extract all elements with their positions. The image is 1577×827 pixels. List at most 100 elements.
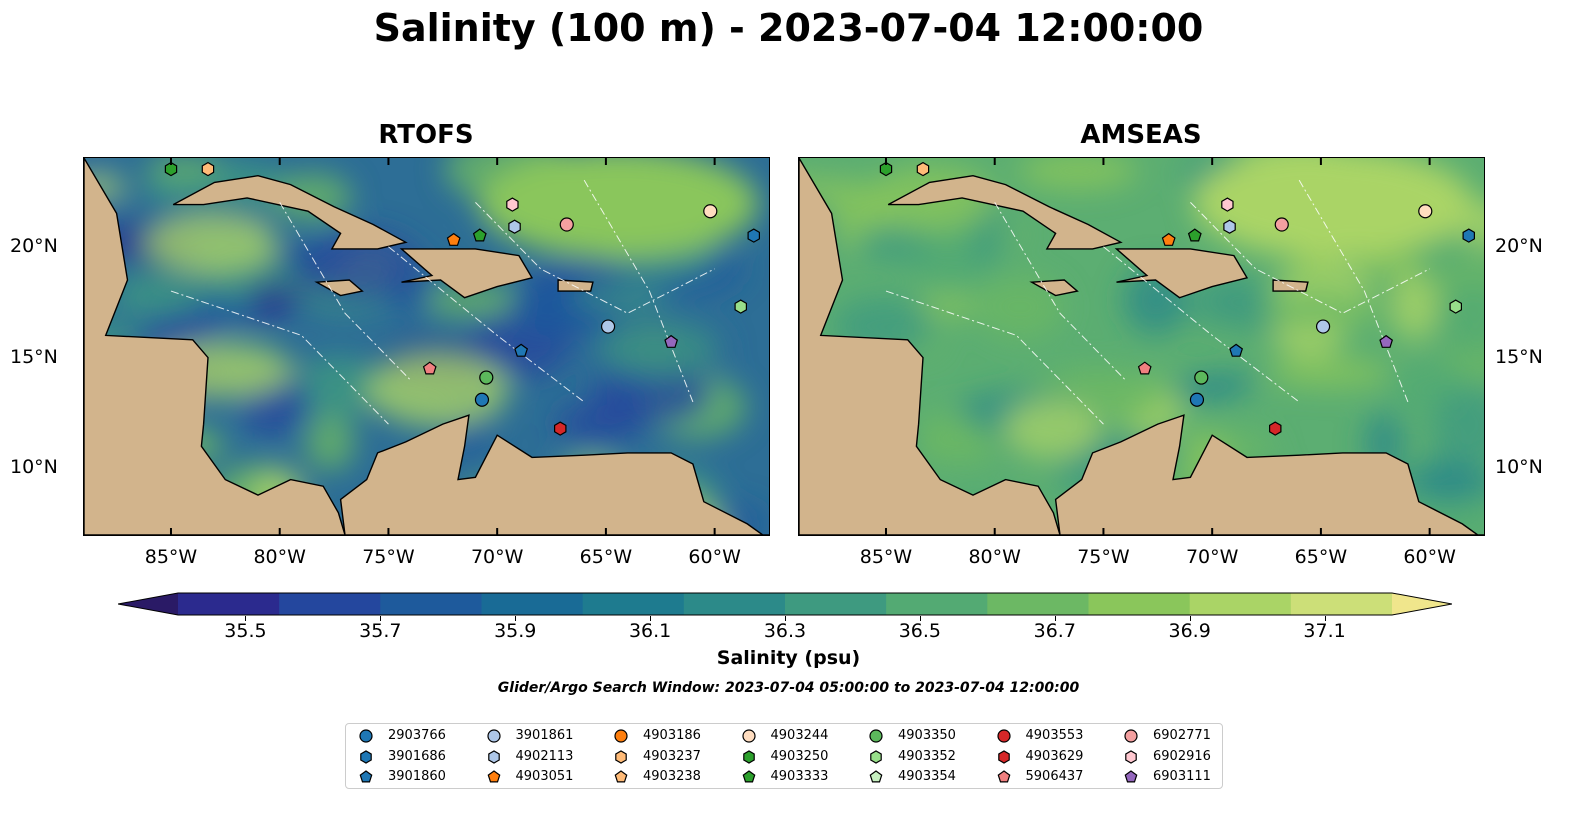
legend-marker-hexagon[interactable] [870,749,882,764]
legend-marker-hexagon[interactable] [997,749,1010,764]
land-southAmerica [339,414,769,535]
legend-marker-pentagon[interactable] [487,770,500,783]
legend-label: 4903333 [770,769,829,784]
lon-label: 85°W [144,546,198,568]
legend-marker-hexagon[interactable] [487,749,500,764]
legend-label: 4903186 [643,728,701,743]
colorbar-tick-label: 36.3 [763,620,807,642]
float-marker-4903352[interactable] [734,299,747,314]
colorbar-segment [886,593,988,615]
float-marker-4903629[interactable] [1269,421,1282,436]
float-marker-4903051[interactable] [446,232,461,246]
float-marker-4903333[interactable] [1187,228,1202,242]
float-marker-6902771[interactable] [559,217,574,232]
colorbar-tick-mark [245,616,247,621]
land-puertoRico [1272,279,1309,292]
colorbar-segment [1088,593,1191,615]
search-window-caption: Glider/Argo Search Window: 2023-07-04 05… [497,680,1080,696]
float-marker-5906437[interactable] [422,361,437,375]
boundary-lines [885,179,1430,425]
float-marker-6903111[interactable] [1379,334,1394,348]
colorbar-segment [1290,593,1393,615]
legend-marker-pentagon[interactable] [997,770,1010,783]
legend-marker-circle[interactable] [1124,729,1138,743]
colorbar-label: Salinity (psu) [716,647,861,669]
legend-label: 4903244 [770,728,829,743]
float-marker-3901686[interactable] [1462,228,1475,243]
float-marker-2903766[interactable] [474,392,490,407]
float-marker-3901861[interactable] [1315,319,1331,334]
float-marker-5906437[interactable] [1137,361,1152,375]
float-marker-4903250[interactable] [879,161,893,177]
float-marker-6902771[interactable] [1274,217,1289,232]
float-marker-3901686[interactable] [747,228,760,243]
panel-title-amseas: AMSEAS [1080,120,1202,150]
float-marker-4903244[interactable] [703,204,718,219]
legend-label: 6902771 [1153,728,1211,743]
float-marker-4903237[interactable] [201,161,215,177]
legend-label: 4902113 [515,748,574,764]
float-marker-6902916[interactable] [1221,197,1234,212]
legend-label: 3901861 [515,728,574,743]
legend-marker-circle[interactable] [614,729,628,743]
float-marker-3901860[interactable] [1229,343,1244,357]
legend-marker-circle[interactable] [741,729,756,743]
legend-marker-pentagon[interactable] [742,770,755,783]
float-marker-4903629[interactable] [554,421,567,436]
float-marker-6902916[interactable] [506,197,519,212]
legend-label: 4903238 [643,769,701,784]
float-marker-4903237[interactable] [916,161,930,177]
land-puertoRico [557,279,594,292]
lon-label: 85°W [859,546,913,568]
legend-label: 4903051 [515,769,574,784]
float-marker-4902113[interactable] [508,219,521,234]
legend-marker-circle[interactable] [869,729,883,743]
float-marker-6903111[interactable] [664,334,679,348]
boundary-lines [170,179,715,425]
legend-marker-hexagon[interactable] [742,749,755,764]
colorbar-segment [279,593,381,615]
lon-label: 80°W [968,546,1021,568]
float-marker-4903350[interactable] [1194,370,1209,385]
legend-marker-hexagon[interactable] [1125,749,1137,764]
map-panel-rtofs[interactable] [83,157,770,536]
legend-label: 4903553 [1025,728,1084,743]
legend-label: 4903350 [898,728,956,743]
land-cuba [172,174,408,250]
legend-marker-hexagon[interactable] [360,749,372,764]
colorbar-tick-label: 35.5 [224,620,267,642]
lat-label-left: 15°N [10,345,58,368]
float-marker-2903766[interactable] [1189,392,1205,407]
land-masses [799,158,1484,535]
float-marker-4903333[interactable] [472,228,487,242]
lat-label-left: 10°N [10,456,58,479]
colorbar-tick-mark [919,616,921,621]
legend-marker-circle[interactable] [996,729,1011,743]
legend-label: 4903629 [1025,748,1084,764]
map-panel-amseas[interactable] [798,157,1485,536]
float-marker-4903250[interactable] [164,161,178,177]
land-hispaniola [399,248,534,299]
lat-label-right: 10°N [1495,456,1543,479]
colorbar-tick-mark [1054,616,1056,621]
colorbar-segment [380,593,482,615]
colorbar-tick-mark [380,616,382,621]
float-marker-4903244[interactable] [1418,204,1433,219]
legend-label: 4903354 [898,769,956,784]
float-marker-3901861[interactable] [600,319,616,334]
legend-marker-circle[interactable] [486,729,501,743]
float-marker-4902113[interactable] [1223,219,1236,234]
legend-marker-pentagon[interactable] [359,770,373,783]
land-southAmerica [1054,414,1484,535]
float-marker-4903352[interactable] [1449,299,1462,314]
legend-marker-pentagon[interactable] [1124,770,1138,783]
legend-marker-pentagon[interactable] [869,770,883,783]
lon-label: 70°W [470,546,524,568]
float-marker-3901860[interactable] [514,343,529,357]
legend-marker-pentagon[interactable] [614,770,628,783]
legend-marker-circle[interactable] [359,729,373,743]
float-marker-4903051[interactable] [1161,232,1176,246]
legend-marker-hexagon[interactable] [615,749,627,764]
lon-label: 75°W [362,546,415,568]
float-marker-4903350[interactable] [479,370,494,385]
